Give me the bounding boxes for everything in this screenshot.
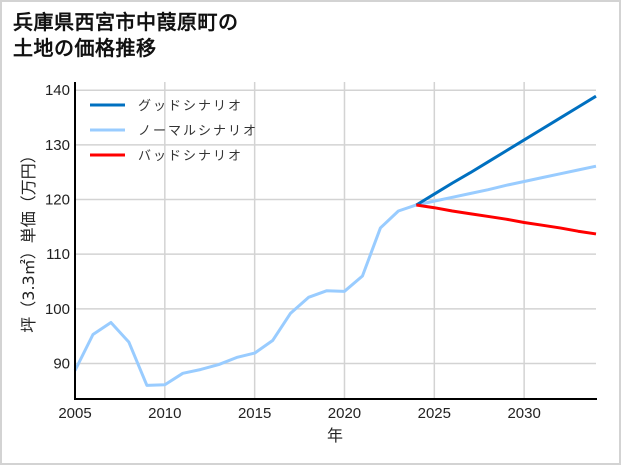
series-line — [73, 164, 597, 387]
y-tick-label: 110 — [46, 246, 70, 263]
legend-label: ノーマルシナリオ — [138, 124, 258, 139]
data-series — [73, 94, 597, 387]
x-tick-label: 2015 — [238, 405, 271, 422]
y-tick-label: 130 — [45, 137, 70, 154]
y-tick-label: 100 — [45, 301, 70, 318]
x-tick-label: 2030 — [507, 405, 540, 422]
x-tick-label: 2005 — [58, 405, 91, 422]
x-tick-label: 2025 — [418, 405, 451, 422]
y-axis-label: 坪（3.3㎡）単価（万円） — [19, 147, 38, 332]
y-tick-label: 120 — [45, 192, 70, 209]
series-line — [416, 203, 597, 236]
y-tick-label: 90 — [53, 355, 70, 372]
x-tick-label: 2020 — [328, 405, 361, 422]
legend-label: グッドシナリオ — [138, 99, 243, 114]
series-line — [415, 94, 597, 207]
y-tick-label: 140 — [45, 82, 70, 99]
chart-title: 兵庫県西宮市中葭原町の 土地の価格推移 — [13, 10, 239, 60]
y-tick-labels: 90 100 110 120 130 140 — [45, 82, 70, 372]
x-tick-labels: 2005 2010 2015 2020 2025 2030 — [58, 405, 541, 422]
legend-label: バッドシナリオ — [138, 149, 243, 164]
axes — [74, 82, 597, 400]
x-tick-label: 2010 — [148, 405, 181, 422]
x-axis-label: 年 — [327, 426, 343, 445]
